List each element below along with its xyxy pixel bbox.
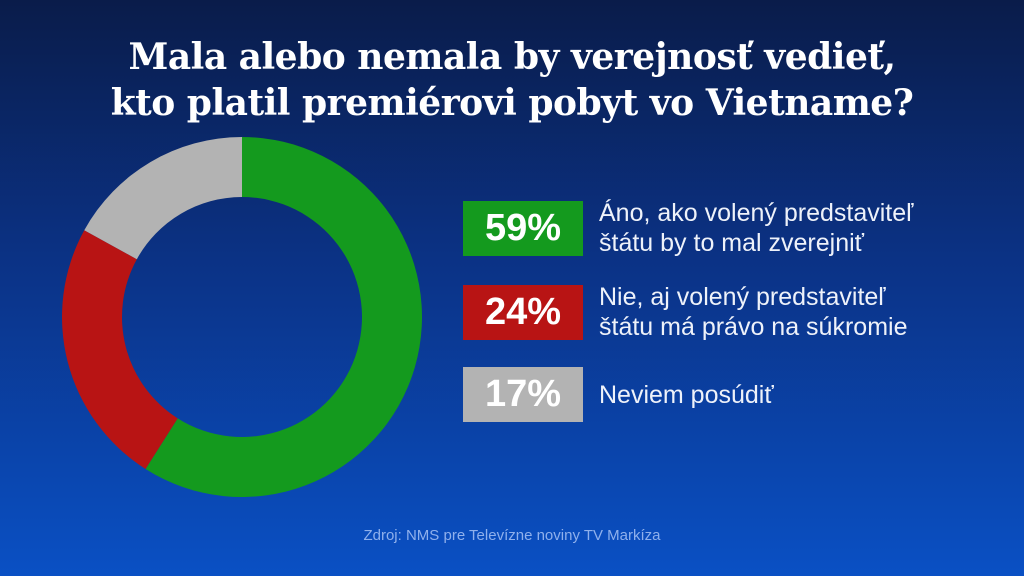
title-line-2: kto platil premiérovi pobyt vo Vietname? (110, 82, 914, 124)
donut-chart (62, 137, 422, 497)
source-note: Zdroj: NMS pre Televízne noviny TV Markí… (363, 527, 661, 544)
donut-slice-1 (62, 230, 178, 469)
legend-value-box: 59% (463, 200, 583, 256)
legend-item-yes: 59% Áno, ako volený predstaviteľ štátu b… (463, 198, 913, 258)
legend-label: Neviem posúdiť (599, 380, 774, 410)
legend-label-line: štátu by to mal zverejniť (599, 229, 865, 257)
legend-label-line: Neviem posúdiť (599, 380, 774, 409)
donut-slice-2 (84, 137, 242, 260)
chart-title: Mala alebo nemala by verejnosť vedieť, k… (0, 34, 1024, 126)
title-line-1: Mala alebo nemala by verejnosť vedieť, (128, 36, 896, 78)
legend-label: Nie, aj volený predstaviteľ štátu má prá… (599, 282, 907, 342)
legend-item-dont-know: 17% Neviem posúdiť (463, 367, 774, 422)
legend-label: Áno, ako volený predstaviteľ štátu by to… (599, 198, 913, 258)
legend-label-line: Áno, ako volený predstaviteľ (599, 199, 914, 227)
legend-label-line: štátu má právo na súkromie (599, 313, 908, 341)
legend-value-box: 24% (463, 284, 583, 340)
legend-value-box: 17% (463, 367, 583, 422)
legend-item-no: 24% Nie, aj volený predstaviteľ štátu má… (463, 282, 907, 342)
legend-label-line: Nie, aj volený predstaviteľ (599, 283, 886, 311)
donut-slice-0 (145, 137, 422, 497)
